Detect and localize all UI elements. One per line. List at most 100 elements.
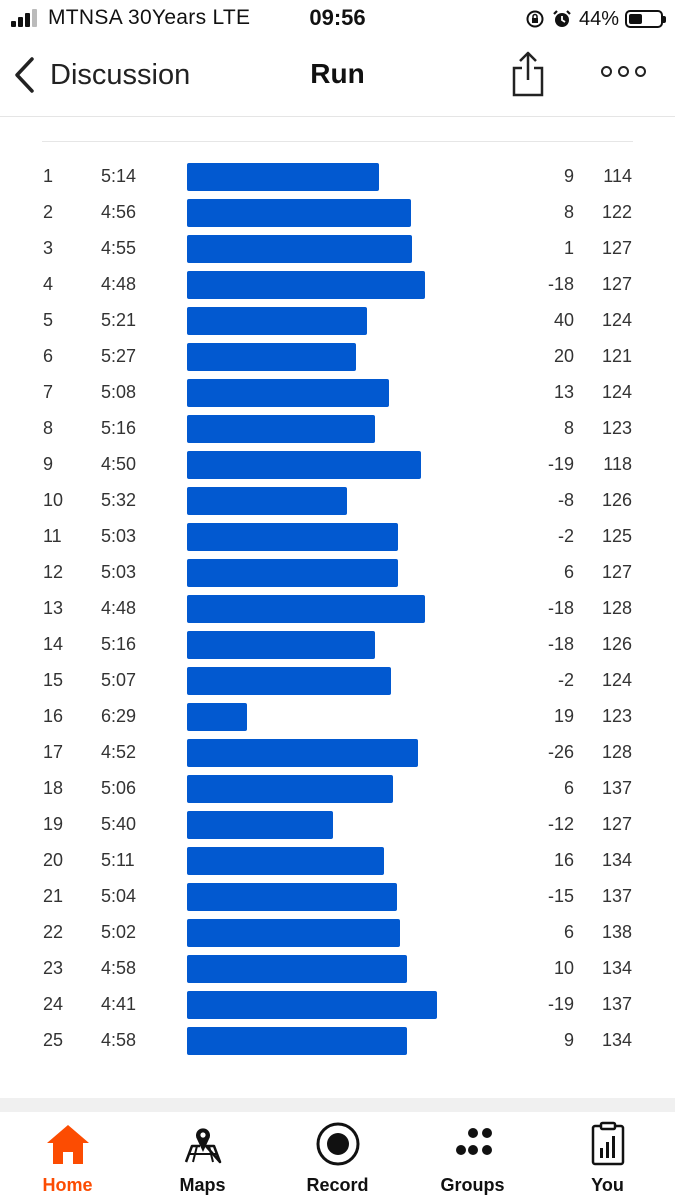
split-pace: 5:21 — [101, 310, 137, 330]
split-elevation: -19 — [547, 454, 574, 474]
split-pace: 5:16 — [101, 418, 137, 438]
split-number: 19 — [43, 814, 64, 834]
split-pace: 4:48 — [101, 274, 137, 294]
split-row: 16 6:29 19 123 — [0, 698, 675, 734]
split-row: 5 5:21 40 124 — [0, 302, 675, 338]
home-icon — [0, 1120, 135, 1168]
tab-you[interactable]: You — [540, 1112, 675, 1200]
split-pace: 4:56 — [101, 202, 137, 222]
split-row: 19 5:40 -12 127 — [0, 806, 675, 842]
more-icon-dot — [635, 66, 646, 77]
split-number: 20 — [43, 850, 64, 870]
split-pace-bar — [187, 163, 379, 191]
split-pace-bar — [187, 487, 347, 515]
tab-maps[interactable]: Maps — [135, 1112, 270, 1200]
clock: 09:56 — [309, 5, 366, 30]
split-pace: 4:52 — [101, 742, 137, 762]
split-pace: 5:03 — [101, 562, 137, 582]
split-elevation: 40 — [553, 310, 574, 330]
split-row: 25 4:58 9 134 — [0, 1022, 675, 1058]
split-pace-bar — [187, 739, 418, 767]
split-heart-rate: 137 — [601, 994, 632, 1014]
split-number: 13 — [43, 598, 64, 618]
split-pace: 5:11 — [101, 850, 135, 870]
split-number: 10 — [43, 490, 64, 510]
split-elevation: 6 — [563, 562, 574, 582]
split-row: 10 5:32 -8 126 — [0, 482, 675, 518]
split-heart-rate: 138 — [601, 922, 632, 942]
split-heart-rate: 128 — [601, 598, 632, 618]
you-icon — [540, 1120, 675, 1168]
split-row: 24 4:41 -19 137 — [0, 986, 675, 1022]
split-number: 16 — [43, 706, 64, 726]
back-button[interactable]: Discussion — [12, 56, 190, 94]
split-row: 22 5:02 6 138 — [0, 914, 675, 950]
split-row: 11 5:03 -2 125 — [0, 518, 675, 554]
split-pace-bar — [187, 883, 397, 911]
split-row: 20 5:11 16 134 — [0, 842, 675, 878]
split-heart-rate: 127 — [601, 274, 632, 294]
split-heart-rate: 137 — [601, 886, 632, 906]
split-heart-rate: 127 — [601, 562, 632, 582]
split-pace-bar — [187, 415, 375, 443]
back-label: Discussion — [50, 58, 191, 91]
split-number: 17 — [43, 742, 64, 762]
tab-home[interactable]: Home — [0, 1112, 135, 1200]
split-heart-rate: 127 — [601, 814, 632, 834]
split-number: 14 — [43, 634, 64, 654]
split-heart-rate: 124 — [601, 670, 632, 690]
split-pace-bar — [187, 559, 398, 587]
split-heart-rate: 123 — [601, 418, 632, 438]
split-row: 12 5:03 6 127 — [0, 554, 675, 590]
share-button[interactable] — [510, 50, 546, 103]
split-pace: 5:16 — [101, 634, 137, 654]
split-pace-bar — [187, 631, 375, 659]
split-number: 25 — [43, 1030, 64, 1050]
chevron-left-icon — [15, 57, 34, 93]
split-number: 2 — [43, 202, 54, 222]
split-pace-bar — [187, 307, 367, 335]
split-number: 8 — [43, 418, 54, 438]
split-row: 3 4:55 1 127 — [0, 230, 675, 266]
split-pace: 5:04 — [101, 886, 137, 906]
split-row: 17 4:52 -26 128 — [0, 734, 675, 770]
split-row: 2 4:56 8 122 — [0, 194, 675, 230]
tab-label: Home — [42, 1175, 93, 1195]
split-heart-rate: 122 — [601, 202, 632, 222]
split-pace-bar — [187, 523, 398, 551]
tab-groups[interactable]: Groups — [405, 1112, 540, 1200]
carrier-label: MTNSA 30Years LTE — [48, 6, 251, 29]
split-row: 4 4:48 -18 127 — [0, 266, 675, 302]
split-heart-rate: 125 — [601, 526, 632, 546]
maps-icon — [135, 1120, 270, 1168]
split-pace-bar — [187, 919, 400, 947]
split-number: 6 — [43, 346, 54, 366]
split-elevation: -26 — [547, 742, 574, 762]
split-elevation: 9 — [563, 166, 574, 186]
split-pace-bar — [187, 703, 247, 731]
split-pace: 5:32 — [101, 490, 137, 510]
split-pace: 5:14 — [101, 166, 137, 186]
split-row: 18 5:06 6 137 — [0, 770, 675, 806]
split-number: 4 — [43, 274, 54, 294]
split-heart-rate: 126 — [601, 490, 632, 510]
split-pace: 4:58 — [101, 1030, 137, 1050]
split-pace-bar — [187, 235, 412, 263]
split-pace-bar — [187, 847, 384, 875]
split-pace-bar — [187, 1027, 407, 1055]
split-pace-bar — [187, 451, 421, 479]
tab-label: You — [591, 1175, 624, 1195]
split-pace: 5:03 — [101, 526, 137, 546]
split-pace-bar — [187, 379, 389, 407]
tab-record[interactable]: Record — [270, 1112, 405, 1200]
split-row: 7 5:08 13 124 — [0, 374, 675, 410]
split-row: 9 4:50 -19 118 — [0, 446, 675, 482]
split-elevation: -18 — [547, 274, 574, 294]
more-button[interactable] — [601, 66, 646, 77]
split-heart-rate: 128 — [601, 742, 632, 762]
split-heart-rate: 126 — [601, 634, 632, 654]
split-heart-rate: 127 — [601, 238, 632, 258]
split-elevation: -18 — [547, 598, 574, 618]
status-bar: MTNSA 30Years LTE 09:56 44% — [0, 0, 675, 38]
split-heart-rate: 121 — [601, 346, 632, 366]
